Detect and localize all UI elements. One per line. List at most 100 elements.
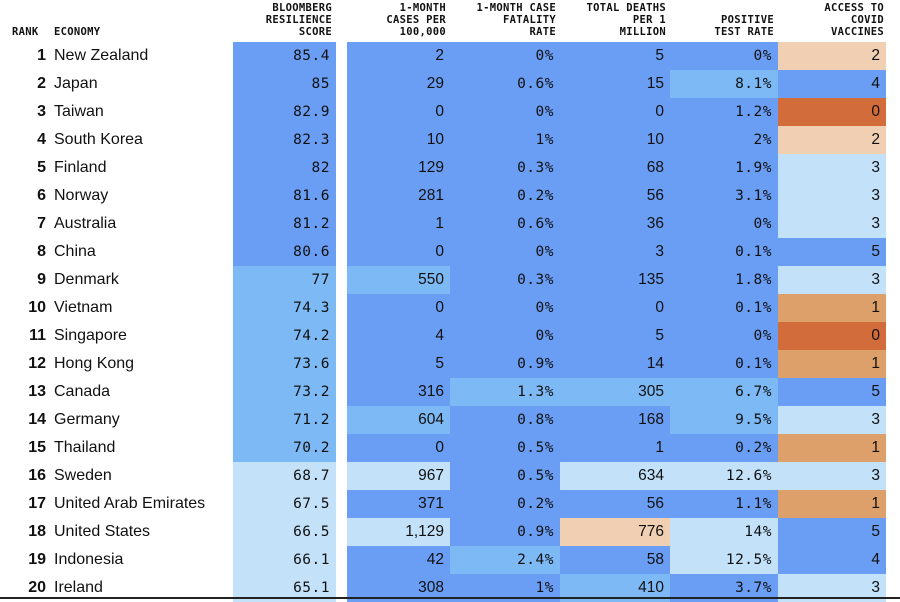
cfr-cell: 1.3% (450, 378, 560, 406)
cfr-cell: 0.5% (450, 462, 560, 490)
cases-cell: 10 (347, 126, 450, 154)
score-cell: 85 (233, 70, 336, 98)
vaccines-cell: 0 (778, 322, 886, 350)
table-row: 9 Denmark 77 550 0.3% 135 1.8% 3 (0, 266, 900, 294)
cases-cell: 281 (347, 182, 450, 210)
deaths-cell: 56 (560, 490, 670, 518)
economy-cell: United Arab Emirates (54, 495, 206, 512)
table-row: 10 Vietnam 74.3 0 0% 0 0.1% 1 (0, 294, 900, 322)
score-cell: 77 (233, 266, 336, 294)
table-row: 17 United Arab Emirates 67.5 371 0.2% 56 1.1% 1 (0, 490, 900, 518)
cfr-cell: 1% (450, 126, 560, 154)
cases-cell: 550 (347, 266, 450, 294)
vaccines-cell: 1 (778, 294, 886, 322)
score-cell: 68.7 (233, 462, 336, 490)
table-row: 19 Indonesia 66.1 42 2.4% 58 12.5% 4 (0, 546, 900, 574)
cases-cell: 0 (347, 434, 450, 462)
score-cell: 85.4 (233, 42, 336, 70)
score-cell: 66.1 (233, 546, 336, 574)
score-cell: 81.6 (233, 182, 336, 210)
rank-cell: 19 (28, 551, 46, 568)
cases-cell: 2 (347, 42, 450, 70)
cfr-cell: 0.2% (450, 182, 560, 210)
cfr-cell: 0% (450, 238, 560, 266)
rank-cell: 17 (28, 495, 46, 512)
economy-cell: Thailand (54, 439, 116, 456)
positive-cell: 0% (670, 42, 778, 70)
table-row: 15 Thailand 70.2 0 0.5% 1 0.2% 1 (0, 434, 900, 462)
economy-cell: Japan (54, 75, 98, 92)
positive-cell: 0% (670, 322, 778, 350)
header-fatality-rate: 1-MONTH CASE FATALITY RATE (476, 2, 556, 38)
deaths-cell: 0 (560, 98, 670, 126)
deaths-cell: 15 (560, 70, 670, 98)
positive-cell: 0.1% (670, 350, 778, 378)
rank-cell: 11 (29, 327, 46, 344)
vaccines-cell: 1 (778, 490, 886, 518)
score-cell: 82.9 (233, 98, 336, 126)
deaths-cell: 5 (560, 322, 670, 350)
positive-cell: 1.9% (670, 154, 778, 182)
cfr-cell: 0.8% (450, 406, 560, 434)
deaths-cell: 14 (560, 350, 670, 378)
rank-cell: 7 (37, 215, 46, 232)
positive-cell: 12.6% (670, 462, 778, 490)
rank-cell: 13 (28, 383, 46, 400)
positive-cell: 6.7% (670, 378, 778, 406)
vaccines-cell: 4 (778, 546, 886, 574)
vaccines-cell: 5 (778, 378, 886, 406)
vaccines-cell: 3 (778, 406, 886, 434)
cfr-cell: 0.3% (450, 154, 560, 182)
score-cell: 66.5 (233, 518, 336, 546)
deaths-cell: 68 (560, 154, 670, 182)
rank-cell: 14 (28, 411, 46, 428)
vaccines-cell: 5 (778, 238, 886, 266)
vaccines-cell: 5 (778, 518, 886, 546)
rank-cell: 15 (28, 439, 46, 456)
cfr-cell: 0% (450, 294, 560, 322)
economy-cell: Germany (54, 411, 120, 428)
economy-cell: United States (54, 523, 151, 540)
economy-cell: Denmark (54, 271, 119, 288)
deaths-cell: 0 (560, 294, 670, 322)
economy-cell: New Zealand (54, 47, 149, 64)
cfr-cell: 0% (450, 42, 560, 70)
cfr-cell: 0% (450, 98, 560, 126)
economy-cell: Hong Kong (54, 355, 135, 372)
score-cell: 73.2 (233, 378, 336, 406)
header-vaccine-access: ACCESS TO COVID VACCINES (824, 2, 884, 38)
cases-cell: 0 (347, 238, 450, 266)
economy-cell: Taiwan (54, 103, 104, 120)
economy-cell: Ireland (54, 579, 103, 596)
cfr-cell: 0% (450, 322, 560, 350)
vaccines-cell: 2 (778, 126, 886, 154)
table-row: 8 China 80.6 0 0% 3 0.1% 5 (0, 238, 900, 266)
deaths-cell: 3 (560, 238, 670, 266)
deaths-cell: 36 (560, 210, 670, 238)
cases-cell: 0 (347, 294, 450, 322)
header-cases: 1-MONTH CASES PER 100,000 (386, 2, 446, 38)
score-cell: 82.3 (233, 126, 336, 154)
table-row: 16 Sweden 68.7 967 0.5% 634 12.6% 3 (0, 462, 900, 490)
table-row: 3 Taiwan 82.9 0 0% 0 1.2% 0 (0, 98, 900, 126)
cases-cell: 604 (347, 406, 450, 434)
score-cell: 67.5 (233, 490, 336, 518)
positive-cell: 1.8% (670, 266, 778, 294)
cases-cell: 0 (347, 98, 450, 126)
deaths-cell: 1 (560, 434, 670, 462)
rank-cell: 8 (37, 243, 46, 260)
deaths-cell: 305 (560, 378, 670, 406)
score-cell: 81.2 (233, 210, 336, 238)
deaths-cell: 135 (560, 266, 670, 294)
cfr-cell: 0.3% (450, 266, 560, 294)
vaccines-cell: 1 (778, 434, 886, 462)
rank-cell: 12 (28, 355, 46, 372)
table-row: 1 New Zealand 85.4 2 0% 5 0% 2 (0, 42, 900, 70)
header-total-deaths: TOTAL DEATHS PER 1 MILLION (586, 2, 666, 38)
rank-cell: 1 (37, 47, 46, 64)
cases-cell: 129 (347, 154, 450, 182)
rank-cell: 9 (37, 271, 46, 288)
economy-cell: Canada (54, 383, 111, 400)
table-bottom-rule (0, 597, 900, 599)
cases-cell: 5 (347, 350, 450, 378)
